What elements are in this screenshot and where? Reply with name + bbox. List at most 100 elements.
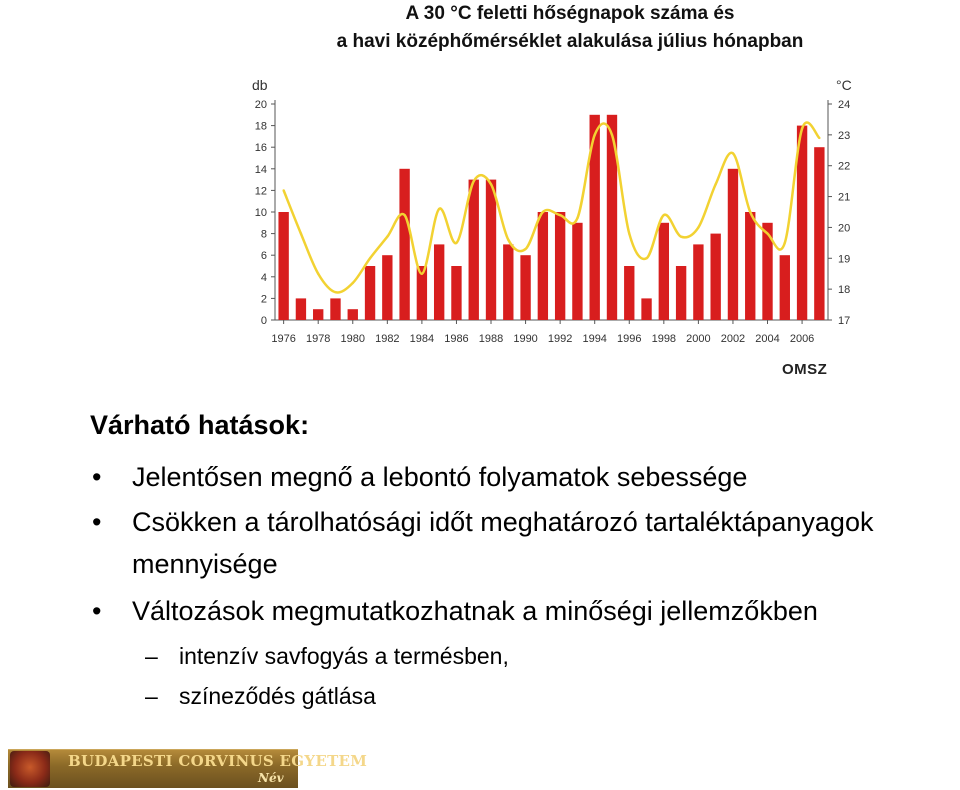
temperature-point	[662, 213, 666, 217]
temperature-point	[766, 232, 769, 235]
bar	[658, 222, 670, 320]
section-heading: Várható hatások:	[90, 410, 310, 440]
chart: db °C024681012141618201718192021222324197…	[252, 77, 852, 345]
y-tick-label: 20	[255, 99, 267, 111]
bar	[468, 179, 479, 320]
temperature-point	[800, 127, 804, 130]
temperature-point	[558, 213, 562, 217]
y2-tick-label: 21	[838, 192, 850, 204]
bar	[727, 168, 739, 320]
bar	[485, 179, 497, 320]
bar	[433, 244, 445, 320]
x-tick-label: 1990	[513, 333, 537, 345]
y2-tick-label: 24	[838, 99, 850, 111]
bullet-icon: •	[92, 596, 102, 626]
temperature-point	[472, 179, 475, 183]
bar	[295, 298, 307, 320]
bar	[537, 212, 549, 320]
bar	[416, 266, 428, 320]
temperature-point	[351, 281, 354, 285]
temperature-point	[610, 133, 614, 137]
temperature-point	[282, 189, 285, 192]
temperature-point	[749, 210, 752, 214]
y-tick-label: 14	[255, 164, 267, 176]
x-tick-label: 1980	[341, 333, 365, 345]
sub-item-text: színeződés gátlása	[179, 683, 376, 709]
temperature-point	[783, 241, 786, 245]
x-tick-label: 1976	[271, 333, 295, 345]
bar	[710, 233, 721, 320]
university-emblem-icon	[10, 751, 50, 787]
y-tick-label: 0	[261, 315, 267, 327]
y-tick-label: 2	[261, 293, 267, 305]
bar	[382, 255, 393, 320]
bar	[624, 266, 635, 320]
temperature-point	[645, 257, 648, 260]
y-tick-label: 18	[255, 121, 267, 133]
y2-tick-label: 22	[838, 161, 850, 173]
temperature-point	[403, 213, 406, 217]
bar	[503, 244, 514, 320]
y-tick-label: 6	[261, 250, 267, 262]
y-axis-left-unit: db	[252, 77, 268, 93]
bar	[347, 309, 358, 320]
dash-icon: –	[145, 643, 158, 669]
y-tick-label: 16	[255, 142, 267, 154]
bar	[693, 244, 704, 320]
bar	[814, 147, 825, 320]
y2-tick-label: 19	[838, 253, 850, 265]
bullet-icon: •	[92, 462, 102, 492]
temperature-point	[524, 247, 527, 251]
temperature-point	[489, 183, 493, 186]
bullet-text: Csökken a tárolhatósági időt meghatározó…	[132, 507, 874, 537]
temperature-point	[628, 232, 631, 235]
temperature-point	[420, 272, 424, 275]
y2-tick-label: 18	[838, 284, 850, 296]
temperature-point	[593, 133, 596, 137]
chart-title-line-1: A 30 °C feletti hőségnapok száma és	[405, 3, 735, 24]
bar	[675, 266, 687, 320]
temperature-point	[386, 235, 389, 238]
chart-title-line-2: a havi középhőmérséklet alakulása július…	[336, 31, 804, 52]
university-name: BUDAPESTI CORVINUS EGYETEM	[68, 752, 368, 770]
dash-icon: –	[145, 683, 158, 709]
bullet-icon: •	[92, 507, 102, 537]
sub-item-text: intenzív savfogyás a termésben,	[179, 643, 509, 669]
bullet-text: Jelentősen megnő a lebontó folyamatok se…	[132, 462, 748, 492]
x-tick-label: 1986	[444, 333, 468, 345]
x-tick-label: 1996	[617, 333, 641, 345]
x-tick-label: 1984	[410, 333, 434, 345]
bar	[745, 212, 756, 320]
university-logo-banner: BUDAPESTI CORVINUS EGYETEM Név	[8, 749, 367, 788]
bar	[554, 212, 566, 320]
bar	[399, 168, 410, 320]
temperature-point	[368, 257, 372, 260]
temperature-point	[455, 241, 458, 245]
x-tick-label: 1998	[652, 333, 676, 345]
x-tick-label: 2004	[755, 333, 779, 345]
temperature-point	[541, 210, 545, 214]
y-tick-label: 10	[255, 207, 267, 219]
y-axis-right-unit: °C	[836, 77, 852, 93]
bar	[589, 114, 600, 320]
x-tick-label: 1992	[548, 333, 572, 345]
bar	[278, 212, 289, 320]
temperature-point	[317, 272, 320, 275]
bar	[606, 114, 618, 320]
x-tick-label: 2002	[721, 333, 745, 345]
source-label: OMSZ	[782, 361, 828, 378]
x-tick-label: 1982	[375, 333, 399, 345]
temperature-point	[714, 183, 717, 186]
temperature-point	[731, 152, 735, 155]
bar	[762, 222, 773, 320]
x-tick-label: 1978	[306, 333, 330, 345]
chart-title: A 30 °C feletti hőségnapok száma és a ha…	[220, 0, 920, 56]
bar	[520, 255, 531, 320]
y-tick-label: 4	[261, 272, 267, 284]
temperature-point	[437, 207, 441, 211]
temperature-point	[334, 291, 337, 294]
bar	[796, 125, 808, 320]
y-tick-label: 8	[261, 229, 267, 241]
y2-tick-label: 17	[838, 315, 850, 327]
bar	[364, 266, 376, 320]
